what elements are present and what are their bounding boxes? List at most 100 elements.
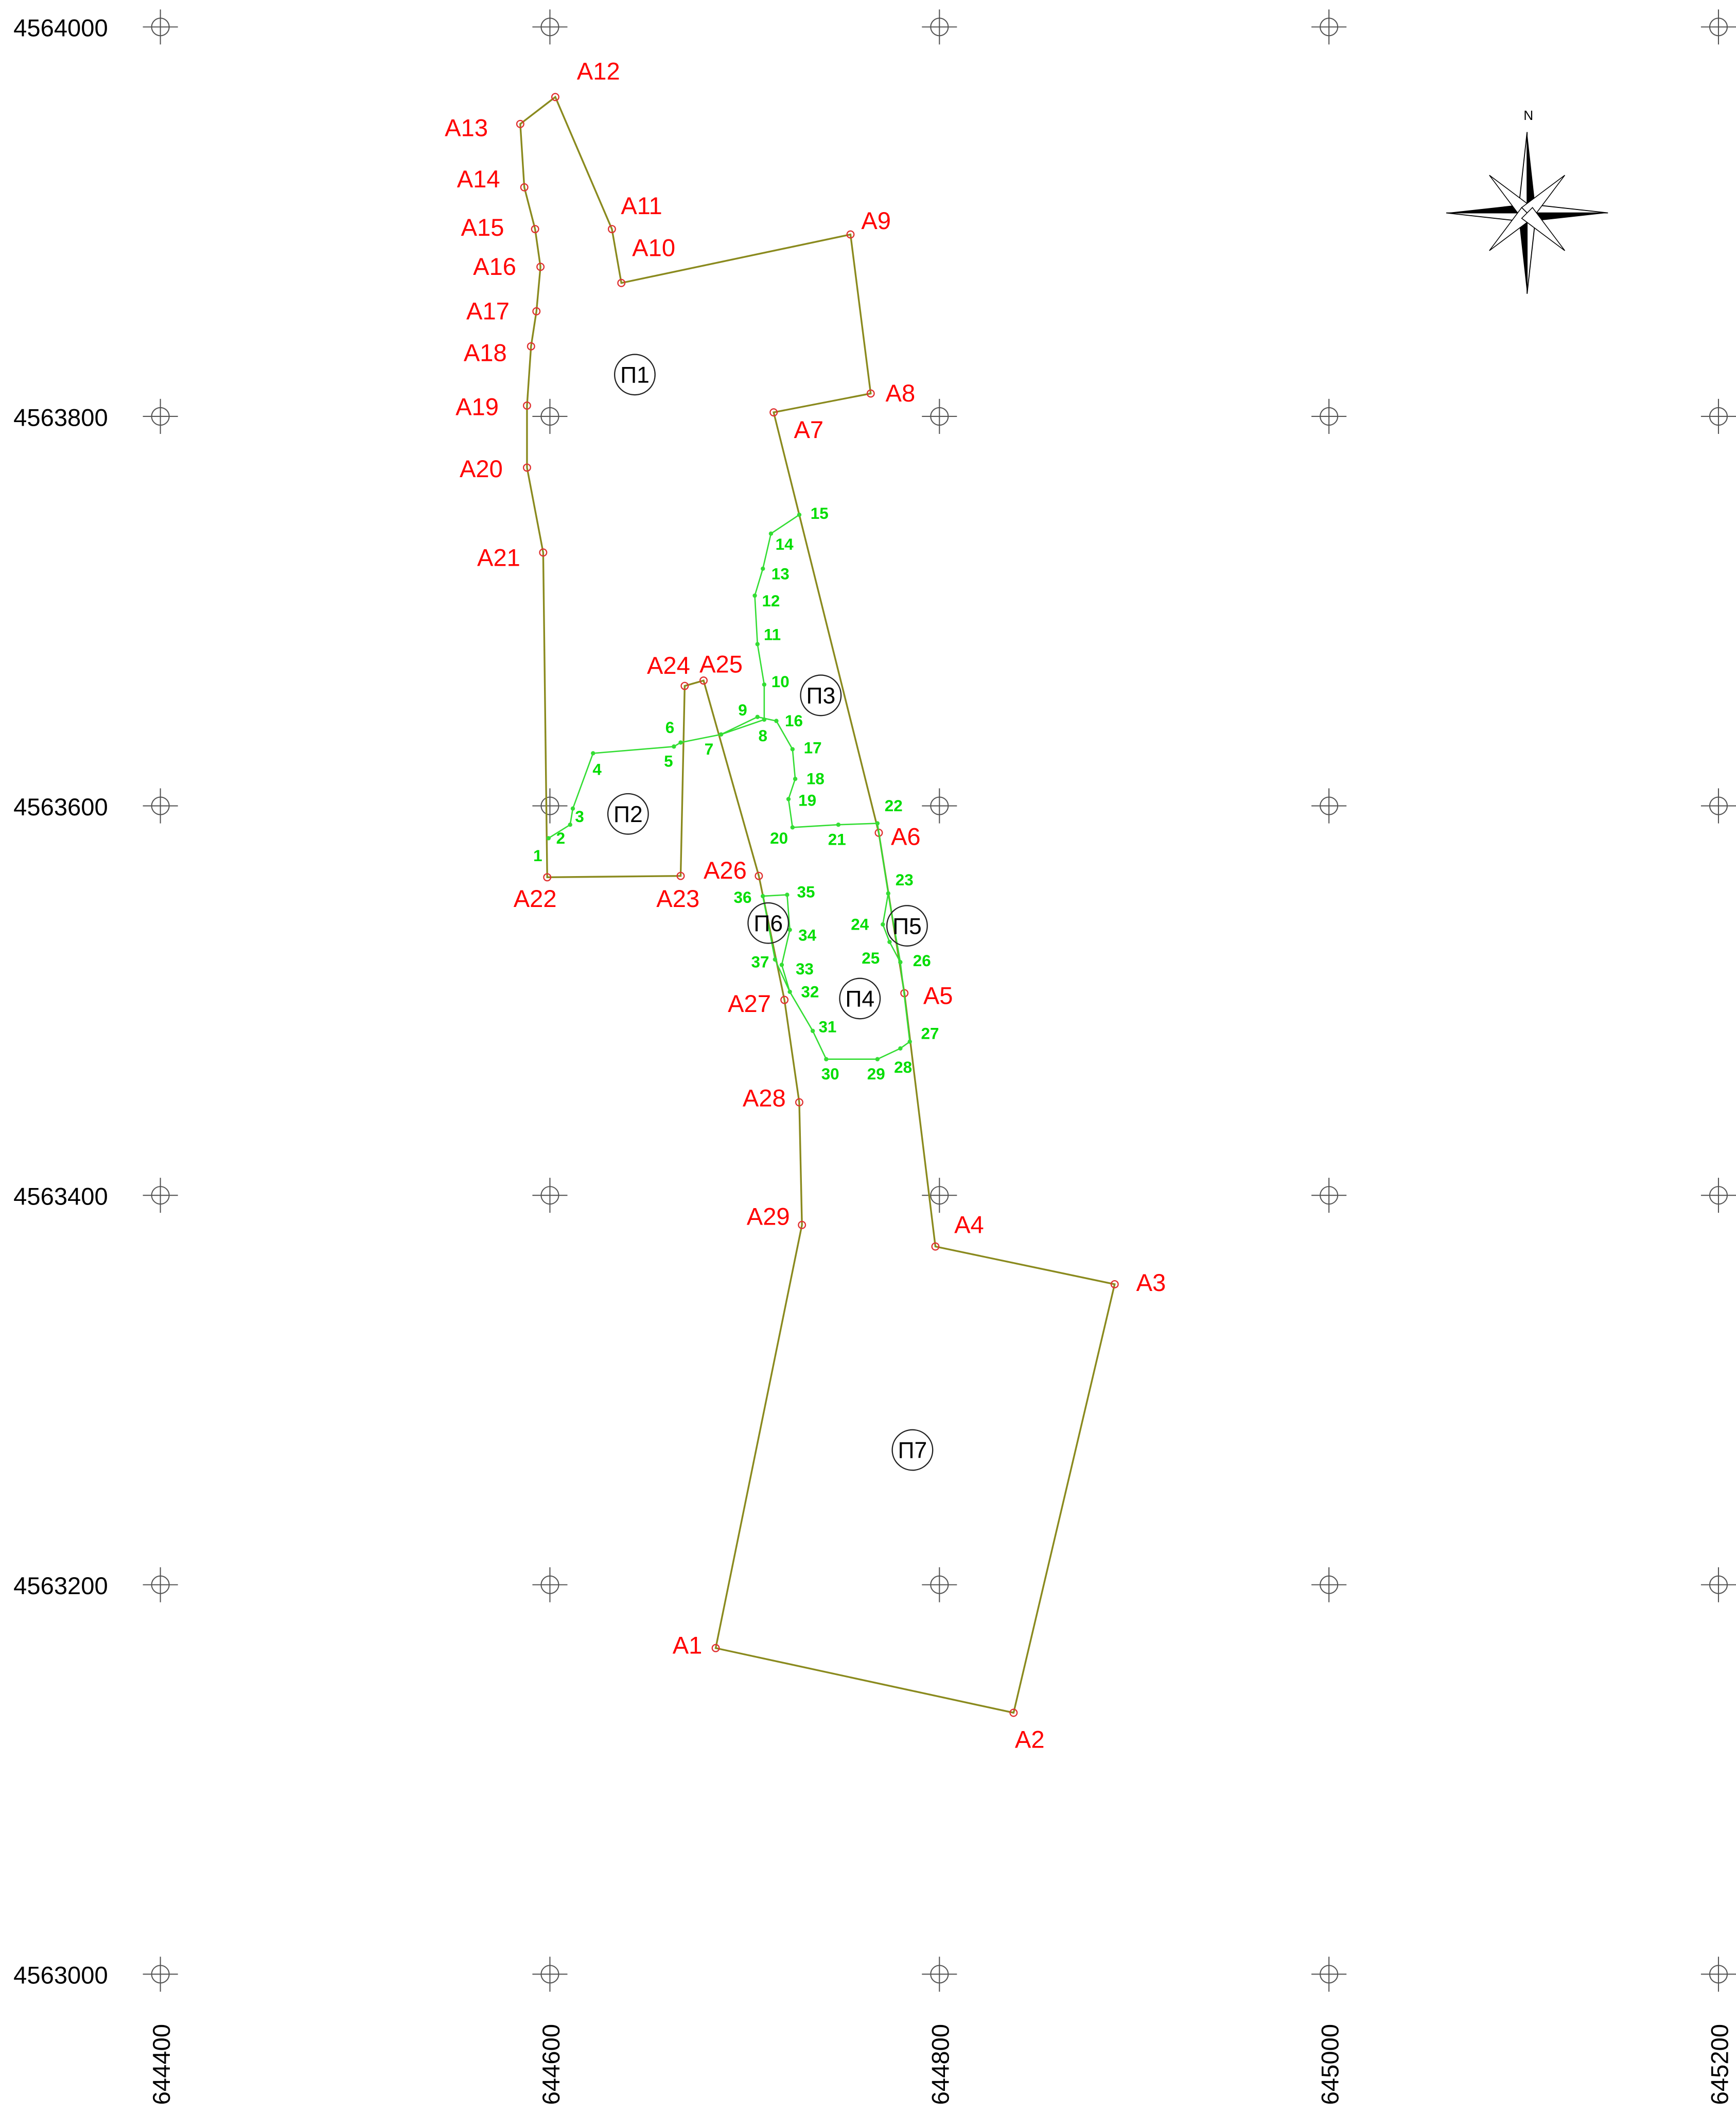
parcel-label: П4 [845, 987, 874, 1012]
grid-cross [532, 9, 568, 45]
parcel-point [570, 806, 575, 811]
parcel-point [836, 823, 841, 827]
parcel-point-label: 24 [851, 915, 869, 933]
grid-cross [1700, 788, 1736, 824]
parcel-circle [886, 905, 928, 947]
grid-cross [143, 398, 178, 434]
parcel-point [887, 939, 892, 945]
boundary-label: A8 [886, 379, 916, 407]
boundary-point [699, 676, 708, 685]
parcel-point [761, 894, 765, 899]
boundary-line [519, 95, 1116, 1714]
parcel-point [761, 566, 765, 571]
parcel-point-label: 27 [921, 1024, 939, 1042]
boundary-point [522, 463, 531, 472]
grid-cross [1311, 398, 1347, 434]
parcel-point [898, 1046, 903, 1051]
boundary-point [539, 548, 548, 557]
parcel-point [768, 531, 774, 536]
parcel-point [773, 957, 777, 962]
boundary-point [520, 183, 529, 191]
boundary-label: A18 [464, 339, 507, 366]
compass-ray [1521, 206, 1566, 251]
compass-ray [1519, 213, 1528, 294]
boundary-label: A11 [621, 192, 662, 219]
boundary-label: A22 [514, 885, 557, 912]
boundary-point [846, 230, 855, 239]
boundary-label: A1 [673, 1631, 703, 1658]
parcel-point-label: 5 [664, 753, 673, 771]
parcel-point-label: 35 [797, 883, 815, 901]
parcel-point [718, 732, 724, 737]
parcel-point-label: 8 [758, 727, 767, 745]
parcel-point-label: 31 [818, 1018, 836, 1036]
parcel-circle [747, 902, 790, 944]
boundary-label: A2 [1015, 1726, 1045, 1753]
grid-cross [532, 1178, 568, 1213]
parcel-point [752, 593, 757, 598]
parcel-point-label: 28 [894, 1058, 912, 1076]
parcel-point-label: 10 [771, 673, 790, 691]
boundary-point [536, 263, 545, 271]
parcel-point-label: 32 [801, 983, 819, 1001]
parcel-circle [839, 977, 881, 1020]
parcel-point-label: 15 [811, 504, 829, 522]
parcel-point [907, 1039, 912, 1044]
parcel-point-label: 11 [764, 626, 781, 644]
parcel-point-label: 14 [776, 535, 794, 553]
boundary-point [617, 278, 626, 287]
parcel-line [887, 893, 901, 963]
boundary-label: A19 [455, 393, 499, 420]
x-tick-label: 644600 [537, 2024, 565, 2105]
boundary-label: A23 [656, 885, 699, 912]
grid-cross [1311, 1957, 1347, 1992]
grid-cross [143, 1957, 178, 1992]
grid-cross [1311, 9, 1347, 45]
grid-cross [1700, 1957, 1736, 1992]
grid-cross [1700, 1178, 1736, 1213]
parcel-point-label: 30 [821, 1065, 839, 1083]
boundary-label: A3 [1136, 1269, 1166, 1296]
parcel-circle [607, 793, 649, 835]
boundary-label: A14 [457, 165, 500, 193]
grid-cross [922, 788, 957, 824]
grid-cross [532, 398, 568, 434]
parcel-point [546, 836, 551, 841]
boundary-point [551, 93, 559, 101]
parcel-point [678, 740, 683, 745]
boundary-label: A6 [891, 823, 921, 850]
boundary-label: A12 [577, 57, 620, 84]
boundary-label: A29 [747, 1203, 790, 1230]
parcel-circle [613, 354, 656, 396]
boundary-label: A9 [861, 207, 891, 234]
parcel-point [790, 747, 795, 752]
x-tick-label: 645200 [1706, 2024, 1733, 2105]
parcel-point-label: 3 [575, 808, 584, 826]
boundary-point [531, 225, 539, 234]
parcel-label: П3 [806, 684, 835, 709]
parcel-point [591, 751, 595, 756]
grid-cross [532, 1567, 568, 1602]
parcel-point [755, 714, 760, 719]
parcel-point [790, 825, 795, 830]
parcel-point [785, 893, 790, 897]
parcel-point-label: 13 [771, 565, 790, 583]
parcel-point-label: 22 [885, 797, 903, 815]
grid-cross [1311, 1567, 1347, 1602]
parcel-point [881, 922, 885, 927]
boundary-label: A17 [466, 297, 510, 324]
boundary-label: A25 [699, 650, 743, 677]
parcel-point [793, 777, 798, 781]
boundary-label: A10 [632, 234, 675, 261]
parcel-point-label: 17 [804, 739, 822, 757]
boundary-label: A24 [647, 652, 690, 679]
grid-cross [922, 1178, 957, 1213]
grid-cross [922, 1957, 957, 1992]
north-label: N [1523, 108, 1533, 123]
parcel-point [797, 512, 802, 517]
x-tick-label: 645000 [1316, 2024, 1343, 2105]
parcel-point [774, 719, 779, 723]
parcel-point-label: 23 [896, 871, 914, 889]
parcel-circle [800, 674, 842, 717]
